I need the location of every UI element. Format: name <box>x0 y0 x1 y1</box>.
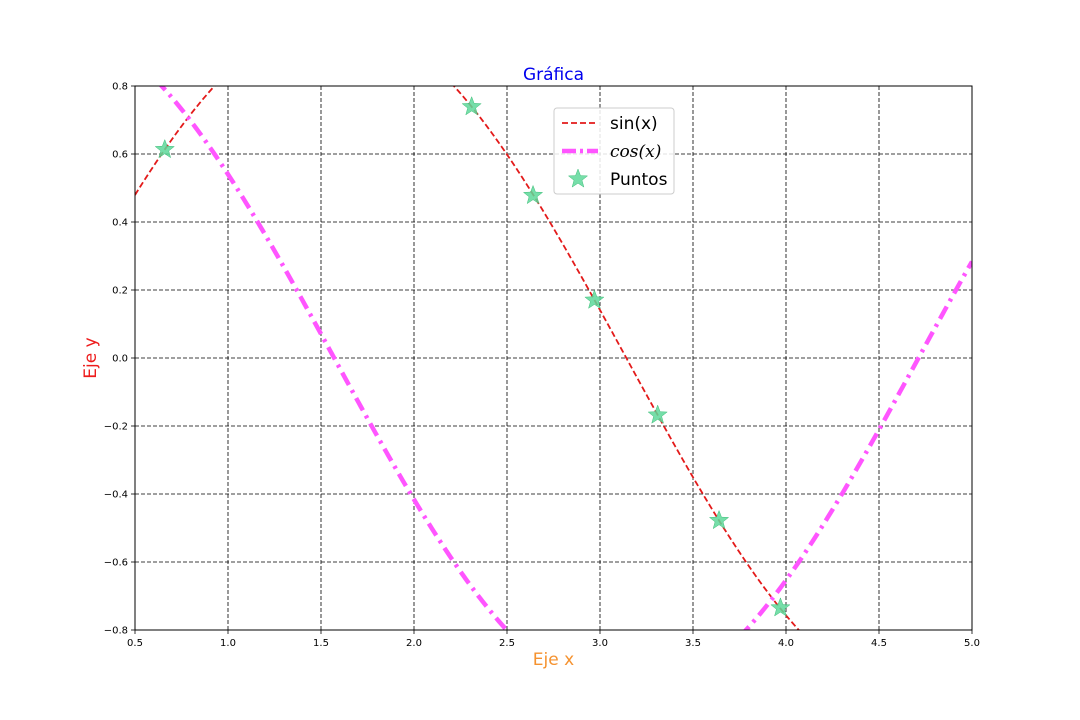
series-layer <box>135 86 972 630</box>
x-tick-label: 4.5 <box>871 638 887 649</box>
legend-box <box>553 107 675 195</box>
y-tick-label: −0.4 <box>104 490 128 501</box>
y-tick-label: 0.8 <box>112 82 128 93</box>
x-tick-label: 2.0 <box>406 638 422 649</box>
x-tick-label: 0.5 <box>127 638 143 649</box>
series-line-cos <box>158 86 972 630</box>
x-tick-label: 1.5 <box>313 638 329 649</box>
x-axis-label: Eje x <box>533 650 574 670</box>
legend-cos-label: cos(x) <box>610 142 661 162</box>
x-tick-label: 2.5 <box>499 638 515 649</box>
x-tick-label: 3.5 <box>685 638 701 649</box>
data-point-star <box>154 138 175 159</box>
y-tick-label: 0.6 <box>112 150 128 161</box>
y-axis-label: Eje y <box>81 337 101 378</box>
data-point-star <box>461 96 482 116</box>
legend-points-swatch <box>567 168 589 188</box>
ticks: 0.5 1.0 1.5 2.0 2.5 3.0 3.5 4.0 4.5 5.0 −0.8 −0.6 −0… <box>104 82 980 650</box>
y-tick-label: −0.6 <box>104 558 128 569</box>
legend-points-label: Puntos <box>610 170 668 190</box>
y-tick-label: −0.2 <box>104 422 128 433</box>
x-tick-label: 1.0 <box>220 638 236 649</box>
y-tick-label: −0.8 <box>104 626 128 637</box>
y-tick-label: 0.4 <box>112 218 128 229</box>
data-point-star <box>584 289 605 309</box>
data-point-star <box>647 404 668 424</box>
y-tick-label: 0.2 <box>112 286 128 297</box>
data-point-star <box>522 184 544 205</box>
data-point-star <box>770 597 791 617</box>
legend-sin-label: sin(x) <box>610 114 658 134</box>
chart-title: Gráfica <box>523 65 584 85</box>
x-tick-label: 3.0 <box>592 638 608 649</box>
y-tick-label: 0.0 <box>112 354 128 365</box>
data-point-star <box>708 509 730 530</box>
legend: sin(x) cos(x) Puntos <box>553 107 675 195</box>
x-tick-label: 5.0 <box>964 638 980 649</box>
x-tick-label: 4.0 <box>778 638 794 649</box>
